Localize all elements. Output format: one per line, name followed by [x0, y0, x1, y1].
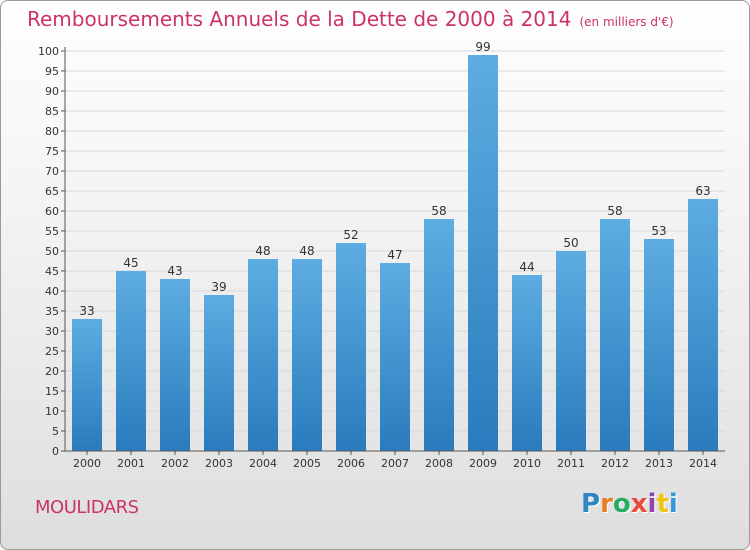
- data-label: 50: [563, 236, 578, 250]
- y-tick-label: 70: [45, 165, 59, 178]
- bar: [556, 251, 586, 451]
- data-label: 45: [123, 256, 138, 270]
- data-label: 48: [255, 244, 270, 258]
- x-axis-ticks: 2000 2001 2002 2003 2004 2005 2006 2007 2008 2009…: [73, 451, 717, 470]
- data-label: 52: [343, 228, 358, 242]
- y-tick-label: 35: [45, 305, 59, 318]
- y-tick-label: 0: [52, 445, 59, 458]
- logo-letter: o: [612, 489, 631, 519]
- data-label: 53: [651, 224, 666, 238]
- proxiti-logo: Proxiti: [581, 489, 678, 519]
- data-label: 58: [431, 204, 446, 218]
- y-tick-label: 15: [45, 385, 59, 398]
- x-tick-label: 2008: [425, 457, 453, 470]
- y-tick-label: 65: [45, 185, 59, 198]
- bar: [600, 219, 630, 451]
- bar: [468, 55, 498, 451]
- y-tick-label: 60: [45, 205, 59, 218]
- logo-letter: P: [581, 489, 601, 519]
- logo-letter: i: [647, 489, 657, 519]
- x-tick-label: 2009: [469, 457, 497, 470]
- x-tick-label: 2004: [249, 457, 277, 470]
- data-label: 39: [211, 280, 226, 294]
- y-tick-label: 55: [45, 225, 59, 238]
- bar: [688, 199, 718, 451]
- logo-letter: x: [630, 489, 648, 519]
- logo-letter: t: [656, 489, 669, 519]
- y-tick-label: 85: [45, 105, 59, 118]
- bar: [380, 263, 410, 451]
- commune-name: MOULIDARS: [35, 497, 139, 518]
- bars: 33 45 43 39 48 48 52 47 58 99 44 50 58 53 63: [72, 40, 718, 451]
- y-tick-label: 90: [45, 85, 59, 98]
- y-tick-label: 45: [45, 265, 59, 278]
- chart-title-text: Remboursements Annuels de la Dette de 20…: [27, 7, 572, 31]
- bar: [204, 295, 234, 451]
- bar: [72, 319, 102, 451]
- data-label: 44: [519, 260, 534, 274]
- x-tick-label: 2005: [293, 457, 321, 470]
- y-tick-label: 30: [45, 325, 59, 338]
- bar: [248, 259, 278, 451]
- data-label: 63: [695, 184, 710, 198]
- data-label: 43: [167, 264, 182, 278]
- y-tick-label: 25: [45, 345, 59, 358]
- x-tick-label: 2003: [205, 457, 233, 470]
- data-label: 58: [607, 204, 622, 218]
- chart-title: Remboursements Annuels de la Dette de 20…: [27, 7, 674, 31]
- chart-subtitle: (en milliers d'€): [579, 15, 674, 29]
- x-tick-label: 2000: [73, 457, 101, 470]
- y-tick-label: 95: [45, 65, 59, 78]
- data-label: 47: [387, 248, 402, 262]
- y-tick-label: 50: [45, 245, 59, 258]
- x-tick-label: 2014: [689, 457, 717, 470]
- bar: [292, 259, 322, 451]
- y-tick-label: 20: [45, 365, 59, 378]
- x-tick-label: 2007: [381, 457, 409, 470]
- y-axis-ticks: 0 5 10 15 20 25 30 35 40 45 50 55 60 65 70 75 80 85 90 95 10…: [38, 45, 65, 458]
- bar: [512, 275, 542, 451]
- bar: [336, 243, 366, 451]
- x-tick-label: 2006: [337, 457, 365, 470]
- bar: [116, 271, 146, 451]
- x-tick-label: 2012: [601, 457, 629, 470]
- x-tick-label: 2010: [513, 457, 541, 470]
- y-tick-label: 100: [38, 45, 59, 58]
- x-tick-label: 2013: [645, 457, 673, 470]
- y-tick-label: 40: [45, 285, 59, 298]
- data-label: 33: [79, 304, 94, 318]
- y-tick-label: 10: [45, 405, 59, 418]
- y-tick-label: 5: [52, 425, 59, 438]
- logo-letter: i: [668, 489, 678, 519]
- logo-letter: r: [600, 489, 613, 519]
- y-tick-label: 75: [45, 145, 59, 158]
- y-tick-label: 80: [45, 125, 59, 138]
- bar: [644, 239, 674, 451]
- bar: [424, 219, 454, 451]
- x-tick-label: 2002: [161, 457, 189, 470]
- data-label: 99: [475, 40, 490, 54]
- x-tick-label: 2011: [557, 457, 585, 470]
- bar: [160, 279, 190, 451]
- data-label: 48: [299, 244, 314, 258]
- x-tick-label: 2001: [117, 457, 145, 470]
